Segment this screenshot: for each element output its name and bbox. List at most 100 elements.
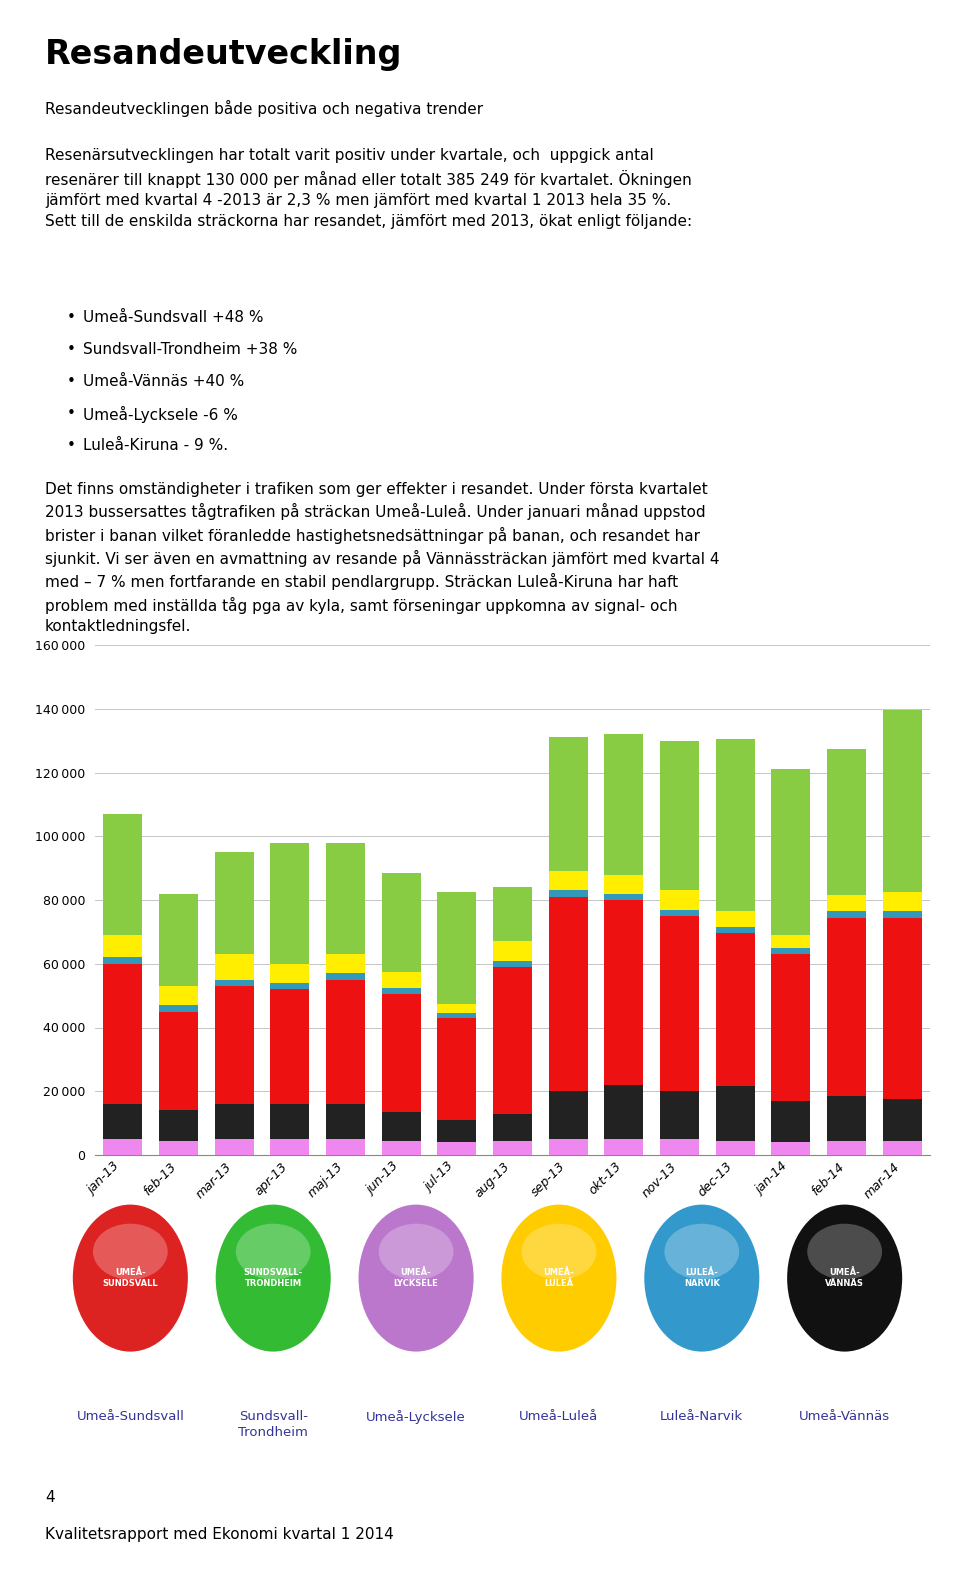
Ellipse shape: [216, 1205, 331, 1351]
Bar: [104, 1139, 142, 1154]
Bar: [271, 1139, 309, 1154]
Bar: [660, 916, 699, 1091]
Bar: [382, 1112, 420, 1140]
Bar: [271, 982, 309, 989]
Text: Resenärsutvecklingen har totalt varit positiv under kvartale, och  uppgick antal: Resenärsutvecklingen har totalt varit po…: [45, 148, 692, 229]
Text: •: •: [67, 311, 76, 325]
Bar: [215, 852, 253, 954]
Text: 4: 4: [45, 1490, 55, 1504]
Text: Luleå-Narvik: Luleå-Narvik: [660, 1410, 743, 1424]
Bar: [605, 894, 643, 900]
Bar: [493, 888, 532, 941]
Bar: [549, 738, 588, 872]
Text: Resandeutveckling: Resandeutveckling: [45, 38, 402, 71]
Text: SUNDSVALL-
TRONDHEIM: SUNDSVALL- TRONDHEIM: [244, 1268, 302, 1288]
Bar: [882, 893, 922, 912]
Bar: [493, 1113, 532, 1140]
Bar: [549, 897, 588, 1091]
Text: •: •: [67, 405, 76, 421]
Bar: [438, 1012, 476, 1017]
Text: Umeå-Sundsvall: Umeå-Sundsvall: [77, 1410, 184, 1424]
Bar: [493, 967, 532, 1113]
Bar: [771, 954, 810, 1101]
Ellipse shape: [358, 1205, 473, 1351]
Bar: [771, 1142, 810, 1154]
Ellipse shape: [378, 1224, 453, 1279]
Bar: [771, 1101, 810, 1142]
Bar: [827, 1096, 866, 1140]
Bar: [271, 964, 309, 982]
Text: •: •: [67, 342, 76, 356]
Ellipse shape: [521, 1224, 596, 1279]
Bar: [882, 918, 922, 1099]
Bar: [827, 918, 866, 1096]
Text: Umeå-Lycksele -6 %: Umeå-Lycksele -6 %: [83, 405, 238, 423]
Bar: [104, 935, 142, 957]
Bar: [549, 1139, 588, 1154]
Bar: [215, 1104, 253, 1139]
Text: UMEÅ-
VÄNNÄS: UMEÅ- VÄNNÄS: [826, 1268, 864, 1288]
Text: Sundsvall-
Trondheim: Sundsvall- Trondheim: [238, 1410, 308, 1440]
Ellipse shape: [501, 1205, 616, 1351]
Bar: [493, 941, 532, 960]
Bar: [771, 948, 810, 954]
Bar: [326, 842, 365, 954]
Bar: [382, 987, 420, 994]
Bar: [438, 893, 476, 1003]
Bar: [605, 735, 643, 875]
Bar: [326, 973, 365, 979]
Bar: [159, 1005, 198, 1011]
Bar: [271, 989, 309, 1104]
Bar: [382, 994, 420, 1112]
Bar: [882, 912, 922, 918]
Bar: [438, 1120, 476, 1142]
Text: Kvalitetsrapport med Ekonomi kvartal 1 2014: Kvalitetsrapport med Ekonomi kvartal 1 2…: [45, 1527, 394, 1542]
Bar: [549, 891, 588, 897]
Bar: [549, 1091, 588, 1139]
Text: Sundsvall-Trondheim +38 %: Sundsvall-Trondheim +38 %: [83, 342, 298, 356]
Bar: [827, 1140, 866, 1154]
Text: Umeå-Vännäs +40 %: Umeå-Vännäs +40 %: [83, 374, 244, 390]
Bar: [605, 1085, 643, 1139]
Bar: [771, 770, 810, 935]
Bar: [882, 1140, 922, 1154]
Text: UMEÅ-
SUNDSVALL: UMEÅ- SUNDSVALL: [103, 1268, 158, 1288]
Bar: [716, 1087, 755, 1140]
Bar: [493, 960, 532, 967]
Bar: [716, 1140, 755, 1154]
Ellipse shape: [73, 1205, 188, 1351]
Text: •: •: [67, 438, 76, 453]
Bar: [660, 1139, 699, 1154]
Bar: [382, 874, 420, 971]
Bar: [159, 986, 198, 1005]
Text: Umeå-Sundsvall +48 %: Umeå-Sundsvall +48 %: [83, 311, 263, 325]
Text: Luleå-Kiruna - 9 %.: Luleå-Kiruna - 9 %.: [83, 438, 228, 453]
Bar: [104, 957, 142, 964]
Text: UMEÅ-
LULEÅ: UMEÅ- LULEÅ: [543, 1268, 574, 1288]
Ellipse shape: [807, 1224, 882, 1279]
Bar: [215, 979, 253, 986]
Bar: [882, 710, 922, 893]
Bar: [215, 1139, 253, 1154]
Bar: [771, 935, 810, 948]
Bar: [326, 1139, 365, 1154]
Text: Umeå-Vännäs: Umeå-Vännäs: [799, 1410, 890, 1424]
Bar: [827, 749, 866, 896]
Text: LULEÅ-
NARVIK: LULEÅ- NARVIK: [684, 1268, 720, 1288]
Bar: [605, 900, 643, 1085]
Text: Det finns omständigheter i trafiken som ger effekter i resandet. Under första kv: Det finns omständigheter i trafiken som …: [45, 483, 719, 634]
Bar: [159, 1110, 198, 1140]
Bar: [271, 842, 309, 964]
Bar: [882, 1099, 922, 1140]
Bar: [549, 872, 588, 891]
Bar: [215, 986, 253, 1104]
Bar: [716, 934, 755, 1087]
Text: Resandeutvecklingen både positiva och negativa trender: Resandeutvecklingen både positiva och ne…: [45, 99, 483, 117]
Bar: [716, 927, 755, 934]
Bar: [104, 814, 142, 935]
Ellipse shape: [93, 1224, 168, 1279]
Text: UMEÅ-
LYCKSELE: UMEÅ- LYCKSELE: [394, 1268, 439, 1288]
Bar: [660, 1091, 699, 1139]
Bar: [215, 954, 253, 979]
Bar: [605, 875, 643, 894]
